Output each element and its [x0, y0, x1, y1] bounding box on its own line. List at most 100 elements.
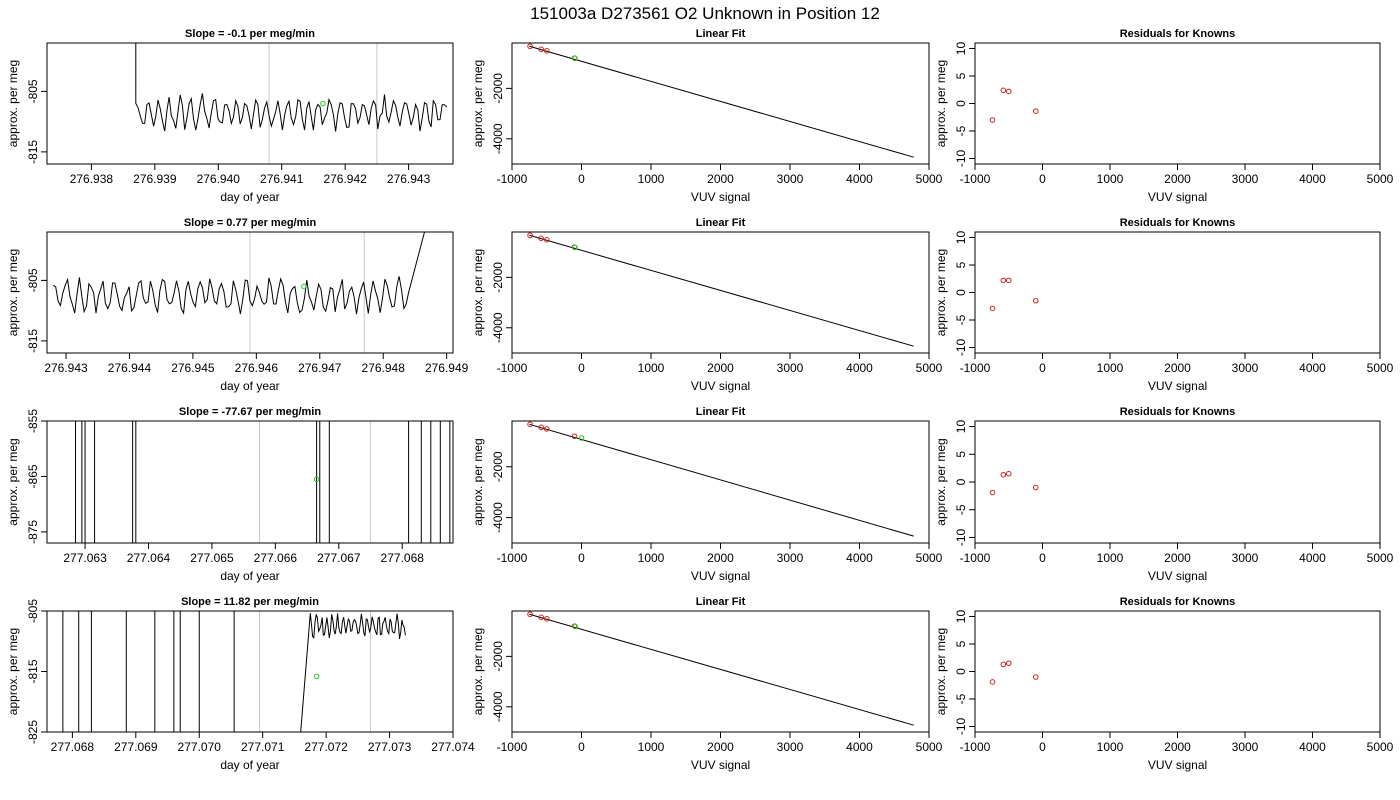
panel-3-3: Residuals for Knowns -1000 0 1000 2000 3000 40… — [934, 406, 1394, 583]
panel-1-1: Slope = -0.1 per meg/min 276.938 276.939 27… — [6, 28, 454, 204]
panel-grid: Slope = -0.1 per meg/min 276.938 276.939 27… — [6, 28, 1394, 772]
panel-title: Slope = 11.82 per meg/min — [181, 596, 319, 608]
x-tick-label: 3000 — [1232, 740, 1259, 754]
x-axis-label: day of year — [220, 379, 279, 393]
plot-frame — [46, 420, 454, 544]
known-point — [1032, 297, 1039, 304]
x-tick-label: 276.949 — [425, 361, 469, 375]
x-tick-label: 1000 — [1097, 172, 1124, 186]
x-tick-label: 2000 — [707, 361, 734, 375]
x-axis-label: VUV signal — [1148, 758, 1207, 772]
plot-area — [527, 421, 914, 537]
y-tick-label: -805 — [26, 599, 40, 623]
x-tick-label: 3000 — [777, 551, 804, 565]
y-tick-label: -10 — [954, 339, 968, 357]
x-tick-label: 0 — [578, 361, 585, 375]
known-point — [1000, 87, 1007, 94]
y-tick-label: 0 — [954, 100, 968, 107]
known-point — [543, 237, 550, 243]
y-tick-label: 10 — [954, 42, 968, 56]
x-tick-label: 276.948 — [362, 361, 406, 375]
panel-3-2: Linear Fit -1000 0 1000 2000 3000 4000 5000 -200… — [471, 406, 943, 583]
y-axis-label: approx. per meg — [934, 628, 948, 715]
x-tick-label: 277.065 — [190, 551, 234, 565]
known-point — [1000, 277, 1007, 284]
x-tick-label: 0 — [578, 740, 585, 754]
data-trace — [135, 43, 448, 132]
x-tick-label: 2000 — [1164, 361, 1191, 375]
known-point — [543, 426, 550, 432]
x-tick-label: 1000 — [1097, 551, 1124, 565]
x-tick-label: 1000 — [638, 361, 665, 375]
y-tick-label: -4000 — [491, 312, 505, 343]
x-tick-label: 276.938 — [70, 172, 114, 186]
panel-4-3: Residuals for Knowns -1000 0 1000 2000 3000 40… — [934, 596, 1394, 772]
figure-title: 151003a D273561 O2 Unknown in Position 1… — [530, 4, 880, 23]
y-tick-label: -4000 — [491, 123, 505, 154]
panel-title: Residuals for Knowns — [1120, 406, 1236, 418]
y-tick-label: -2000 — [491, 641, 505, 672]
x-axis-label: VUV signal — [691, 569, 750, 583]
y-axis-label: approx. per meg — [471, 249, 485, 336]
y-tick-label: -2000 — [491, 262, 505, 293]
x-tick-label: 277.066 — [254, 551, 298, 565]
x-tick-label: 1000 — [638, 172, 665, 186]
known-point — [527, 232, 533, 239]
y-tick-label: -10 — [954, 528, 968, 546]
panel-title: Slope = -0.1 per meg/min — [185, 28, 315, 40]
x-tick-label: 276.947 — [298, 361, 342, 375]
known-point — [527, 43, 533, 50]
x-tick-label: 3000 — [1232, 361, 1259, 375]
x-tick-label: 4000 — [846, 551, 873, 565]
y-tick-label: 10 — [954, 231, 968, 245]
fit-line — [529, 234, 914, 347]
x-tick-label: 277.064 — [127, 551, 171, 565]
y-tick-label: -10 — [954, 150, 968, 168]
y-axis-label: approx. per meg — [6, 628, 20, 715]
data-trace — [53, 232, 425, 315]
y-tick-label: -2000 — [491, 73, 505, 104]
known-point — [571, 433, 578, 440]
known-point — [527, 611, 533, 618]
x-tick-label: 3000 — [1232, 551, 1259, 565]
x-tick-label: 3000 — [777, 361, 804, 375]
y-tick-label: -815 — [26, 659, 40, 683]
y-axis-label: approx. per meg — [6, 60, 20, 147]
y-tick-label: -855 — [26, 409, 40, 433]
x-axis-label: VUV signal — [691, 190, 750, 204]
x-tick-label: 277.068 — [51, 740, 95, 754]
plot-area — [527, 611, 914, 726]
panel-3-1: Slope = -77.67 per meg/min 277.063 277.064… — [6, 406, 454, 583]
panel-1-3: Residuals for Knowns -1000 0 1000 2000 3000 40… — [934, 28, 1394, 204]
x-tick-label: 277.063 — [63, 551, 107, 565]
y-tick-label: -805 — [26, 79, 40, 103]
x-axis-label: VUV signal — [691, 379, 750, 393]
known-point — [989, 489, 996, 496]
y-tick-label: 0 — [954, 289, 968, 296]
plot-frame — [46, 42, 454, 165]
x-tick-label: 3000 — [777, 172, 804, 186]
x-tick-label: 276.944 — [108, 361, 152, 375]
x-axis-label: day of year — [220, 569, 279, 583]
y-tick-label: -5 — [954, 693, 968, 704]
unknown-point — [313, 673, 320, 680]
y-tick-label: -5 — [954, 314, 968, 325]
known-point — [1000, 471, 1007, 478]
x-tick-label: 4000 — [846, 740, 873, 754]
x-tick-label: 0 — [578, 551, 585, 565]
unknown-point — [578, 435, 585, 441]
x-tick-label: 2000 — [707, 172, 734, 186]
y-tick-label: -815 — [26, 140, 40, 164]
y-axis-label: approx. per meg — [6, 438, 20, 525]
x-tick-label: 3000 — [1232, 172, 1259, 186]
plot-frame — [46, 231, 454, 354]
x-tick-label: 4000 — [1299, 740, 1326, 754]
y-tick-label: -10 — [954, 718, 968, 736]
y-tick-label: 10 — [954, 420, 968, 434]
y-axis-label: approx. per meg — [6, 249, 20, 336]
x-axis-label: VUV signal — [691, 758, 750, 772]
x-tick-label: -1000 — [497, 172, 528, 186]
panel-title: Linear Fit — [696, 596, 746, 608]
known-point — [1032, 108, 1039, 114]
x-tick-label: 276.940 — [197, 172, 241, 186]
